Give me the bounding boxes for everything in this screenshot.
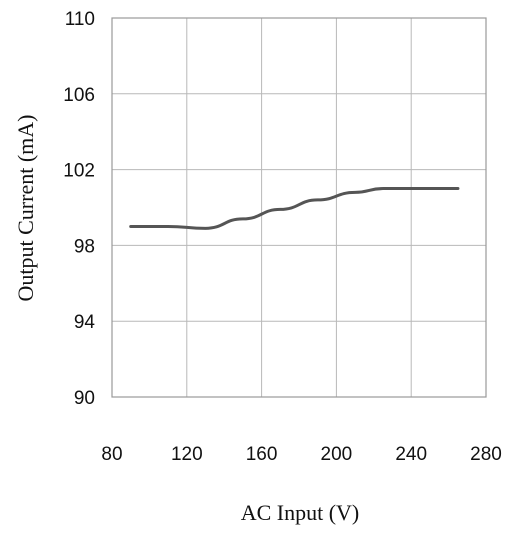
y-tick-label-98: 98 <box>74 236 95 257</box>
x-tick-label-200: 200 <box>321 444 353 465</box>
series-group <box>129 187 460 230</box>
x-tick-label-280: 280 <box>470 444 502 465</box>
y-tick-label-106: 106 <box>63 85 95 106</box>
y-tick-label-102: 102 <box>63 161 95 182</box>
y-axis-ticks: 90 94 98 102 106 110 <box>63 9 95 409</box>
x-tick-label-80: 80 <box>101 444 122 465</box>
y-axis-label: Output Current (mA) <box>13 115 38 302</box>
x-axis-ticks: 80 120 160 200 240 280 <box>101 444 501 465</box>
y-tick-label-94: 94 <box>74 312 96 333</box>
y-tick-label-90: 90 <box>74 388 95 409</box>
x-tick-label-160: 160 <box>246 444 278 465</box>
series-line-0 <box>129 187 460 230</box>
x-tick-label-240: 240 <box>395 444 427 465</box>
x-tick-label-120: 120 <box>171 444 203 465</box>
x-axis-label: AC Input (V) <box>241 500 360 525</box>
grid-lines <box>111 17 487 398</box>
y-tick-label-110: 110 <box>65 9 95 30</box>
plot-area-frame <box>111 17 487 398</box>
